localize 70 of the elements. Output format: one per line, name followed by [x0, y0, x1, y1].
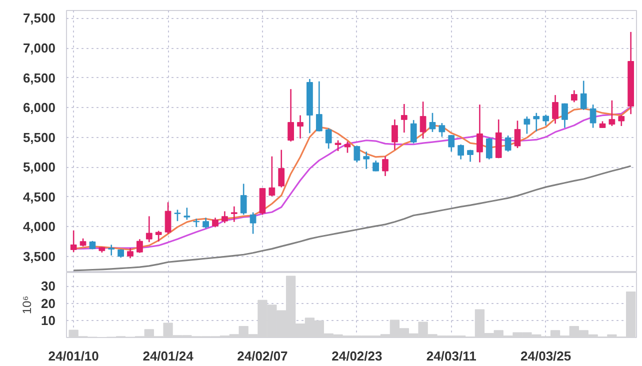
- y-tick-label: 5,000: [22, 160, 56, 175]
- candlestick: [297, 114, 304, 140]
- candlestick: [476, 104, 483, 163]
- candlestick: [108, 244, 115, 256]
- candlestick: [70, 230, 77, 253]
- y-tick-label: 30: [41, 278, 56, 294]
- candlestick: [618, 114, 625, 127]
- candlestick: [136, 238, 143, 254]
- candlestick: [250, 212, 256, 234]
- candlestick: [193, 218, 200, 228]
- candlestick: [542, 114, 550, 126]
- candlestick: [278, 149, 285, 188]
- candlestick: [524, 116, 530, 134]
- candlestick: [580, 80, 587, 111]
- candlestick: [429, 112, 436, 133]
- y-tick-label: 4,000: [22, 219, 56, 234]
- candlestick: [458, 144, 464, 160]
- y-tick-label: 4,500: [22, 189, 56, 204]
- candlestick: [590, 104, 596, 128]
- candlestick: [164, 202, 172, 234]
- x-tick-label: 24/03/11: [426, 348, 476, 364]
- y-axis-title: 10⁶: [20, 296, 34, 314]
- candlestick: [240, 183, 247, 216]
- candlestick: [410, 119, 417, 144]
- y-tick-label: 6,000: [22, 100, 56, 116]
- candlestick: [146, 216, 152, 243]
- candlestick: [354, 145, 360, 163]
- candlestick: [268, 156, 276, 197]
- y-tick-label: 6,500: [22, 70, 56, 86]
- candlestick: [230, 206, 238, 223]
- candlestick: [344, 140, 351, 154]
- y-tick-label: 3,500: [22, 248, 56, 264]
- y-tick-label: 20: [41, 296, 56, 311]
- candlestick: [202, 217, 209, 230]
- candlestick: [184, 207, 190, 220]
- candlestick: [325, 128, 332, 150]
- x-tick-label: 24/03/25: [520, 348, 572, 364]
- y-tick-label: 7,000: [22, 40, 56, 56]
- x-tick-label: 24/02/23: [332, 348, 382, 364]
- candlestick: [382, 156, 388, 177]
- candlestick: [570, 90, 578, 103]
- candlestick: [562, 102, 568, 128]
- candlestick: [608, 100, 616, 127]
- y-tick-label: 5,500: [22, 130, 56, 145]
- candlestick: [438, 122, 446, 138]
- x-tick-label: 24/01/24: [142, 348, 194, 364]
- y-tick-label: 10: [41, 312, 56, 328]
- x-tick-label: 24/01/10: [48, 348, 99, 364]
- candlestick: [363, 150, 370, 170]
- candlestick: [392, 118, 398, 150]
- y-tick-label: 7,500: [22, 10, 56, 26]
- candlestick: [222, 210, 228, 224]
- candlestick: [334, 140, 342, 152]
- candlestick: [504, 134, 512, 152]
- candlestick: [533, 112, 540, 132]
- candlestick: [316, 80, 322, 132]
- candlestick: [486, 137, 492, 160]
- x-tick-label: 24/02/07: [237, 348, 288, 364]
- candlestick: [174, 209, 181, 222]
- candlestick: [552, 94, 558, 124]
- candlestick: [127, 247, 134, 259]
- candlestick: [212, 217, 218, 228]
- candlestick: [448, 134, 455, 152]
- candlestick: [288, 88, 294, 142]
- line-series: [72, 165, 632, 272]
- candlestick: [155, 230, 162, 242]
- candlestick: [400, 103, 408, 134]
- candlestick: [420, 100, 426, 140]
- candlestick: [372, 160, 379, 172]
- candlestick: [514, 120, 521, 149]
